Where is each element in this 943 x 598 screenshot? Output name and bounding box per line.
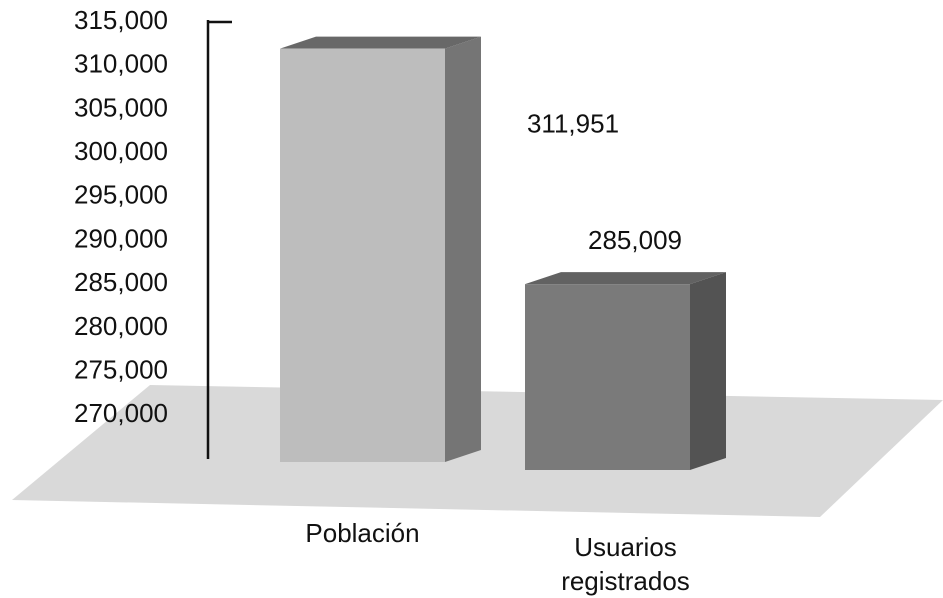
bar-top bbox=[280, 36, 481, 49]
y-tick-label: 270,000 bbox=[74, 398, 168, 428]
bar-top bbox=[525, 272, 726, 285]
data-label: 285,009 bbox=[588, 225, 682, 255]
bar-side bbox=[445, 36, 481, 463]
y-tick-label: 315,000 bbox=[74, 5, 168, 35]
x-tick-label: Usuarios registrados bbox=[561, 532, 690, 596]
y-tick-label: 305,000 bbox=[74, 92, 168, 122]
y-tick-label: 310,000 bbox=[74, 49, 168, 79]
bar-side bbox=[690, 272, 726, 470]
y-tick-label: 280,000 bbox=[74, 311, 168, 341]
bar bbox=[280, 48, 445, 463]
y-tick-label: 300,000 bbox=[74, 136, 168, 166]
data-label: 311,951 bbox=[527, 109, 619, 139]
y-tick-label: 275,000 bbox=[74, 354, 168, 384]
bar bbox=[525, 284, 690, 470]
y-tick-label: 295,000 bbox=[74, 180, 168, 210]
y-tick-label: 285,000 bbox=[74, 267, 168, 297]
x-tick-label: Población bbox=[305, 518, 420, 548]
y-tick-label: 290,000 bbox=[74, 223, 168, 253]
